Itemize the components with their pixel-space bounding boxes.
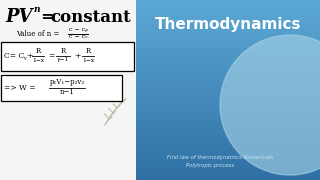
Text: +: + — [26, 52, 32, 60]
Bar — [136, 168, 320, 171]
Text: p₁V₁−p₂v₂: p₁V₁−p₂v₂ — [49, 78, 84, 87]
Text: c − cᵥ: c − cᵥ — [69, 35, 87, 39]
Bar — [136, 33, 320, 36]
Bar — [136, 62, 320, 66]
Bar — [136, 107, 320, 111]
Bar — [136, 0, 320, 3]
Bar — [136, 134, 320, 138]
Bar — [136, 71, 320, 75]
Bar — [136, 66, 320, 69]
Bar — [136, 39, 320, 42]
Bar — [136, 125, 320, 129]
Bar — [136, 89, 320, 93]
Bar — [136, 138, 320, 141]
Bar — [136, 114, 320, 117]
Text: c − cₚ: c − cₚ — [68, 28, 87, 33]
Bar — [136, 78, 320, 81]
Bar — [136, 30, 320, 33]
FancyBboxPatch shape — [1, 75, 122, 100]
Bar — [136, 159, 320, 162]
Bar — [136, 147, 320, 150]
Bar — [136, 156, 320, 159]
Bar — [136, 152, 320, 156]
Bar — [136, 129, 320, 132]
Bar — [136, 143, 320, 147]
Text: Polytropic process: Polytropic process — [186, 163, 234, 168]
Bar — [136, 57, 320, 60]
Bar — [136, 123, 320, 126]
Bar — [136, 15, 320, 18]
Bar — [136, 75, 320, 78]
Bar — [136, 165, 320, 168]
Bar — [136, 60, 320, 63]
Bar — [136, 96, 320, 99]
Text: Thermodynamics: Thermodynamics — [155, 17, 301, 33]
Text: constant: constant — [50, 8, 131, 26]
Text: => W =: => W = — [4, 84, 36, 91]
Text: R: R — [60, 47, 66, 55]
Text: R: R — [85, 47, 91, 55]
Bar — [136, 174, 320, 177]
Bar — [136, 161, 320, 165]
Text: =: = — [36, 10, 59, 24]
Text: C= C: C= C — [4, 52, 24, 60]
Text: First law of thermodynamics Numericals: First law of thermodynamics Numericals — [167, 156, 273, 161]
Text: n: n — [33, 6, 39, 15]
Bar — [136, 3, 320, 6]
Bar — [136, 12, 320, 15]
Bar — [136, 44, 320, 48]
Text: 1−x: 1−x — [32, 57, 44, 62]
Bar — [136, 98, 320, 102]
Bar — [136, 120, 320, 123]
Text: γ−1: γ−1 — [57, 57, 69, 62]
Bar — [136, 42, 320, 45]
FancyBboxPatch shape — [1, 42, 133, 71]
Bar — [136, 51, 320, 54]
Text: R: R — [36, 47, 41, 55]
Bar — [136, 116, 320, 120]
Bar — [136, 24, 320, 27]
Bar — [136, 87, 320, 90]
Text: 1−x: 1−x — [82, 57, 94, 62]
Text: v: v — [23, 56, 26, 61]
Bar — [136, 6, 320, 9]
Text: =: = — [48, 52, 54, 60]
Bar — [136, 141, 320, 144]
Bar — [136, 21, 320, 24]
Text: Value of n =: Value of n = — [16, 30, 60, 38]
Bar — [136, 26, 320, 30]
Bar — [136, 35, 320, 39]
Bar — [136, 170, 320, 174]
Bar — [136, 80, 320, 84]
Bar — [136, 48, 320, 51]
Bar — [136, 132, 320, 135]
Bar — [136, 177, 320, 180]
Bar — [136, 8, 320, 12]
Bar — [136, 102, 320, 105]
Bar — [136, 111, 320, 114]
Text: PV: PV — [5, 8, 33, 26]
Bar — [136, 69, 320, 72]
Bar — [0, 0, 136, 180]
Text: n−1: n−1 — [60, 89, 75, 96]
Bar — [136, 105, 320, 108]
Bar — [136, 53, 320, 57]
Bar — [136, 17, 320, 21]
Circle shape — [220, 35, 320, 175]
Text: +: + — [74, 52, 80, 60]
Bar — [136, 93, 320, 96]
Bar — [136, 84, 320, 87]
Bar — [136, 150, 320, 153]
